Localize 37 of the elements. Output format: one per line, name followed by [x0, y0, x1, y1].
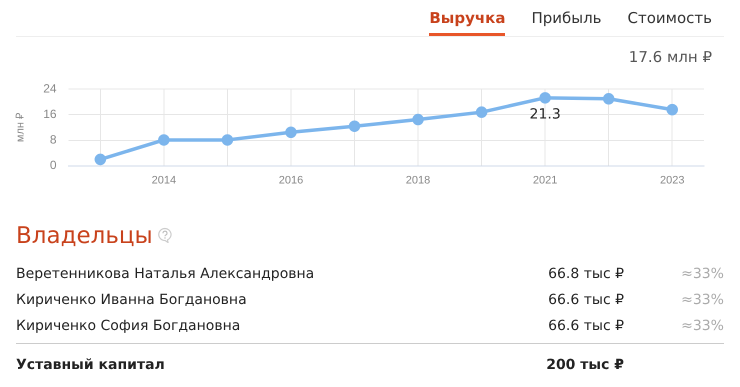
text: 66.6 тыс ₽ [548, 318, 624, 334]
point [666, 104, 678, 116]
text: 17.6 млн ₽ [628, 48, 712, 66]
point [412, 114, 424, 126]
point [285, 126, 297, 138]
point [222, 134, 234, 146]
text: Выручка [429, 9, 506, 36]
text: Владельцы [16, 223, 153, 249]
x-tick-label: 2014 [152, 174, 176, 186]
text: ≈33% [681, 292, 724, 308]
text: Кириченко Иванна Богдановна [16, 292, 247, 308]
text: ≈33% [681, 318, 724, 334]
text: Прибыль [531, 9, 602, 29]
y-tick-label: 0 [50, 158, 57, 172]
point [158, 134, 170, 146]
point [348, 120, 360, 132]
text: 66.8 тыс ₽ [548, 266, 624, 282]
y-tick-label: 8 [50, 132, 57, 147]
x-tick-label: 2023 [660, 174, 684, 186]
text: Веретенникова Наталья Александровна [16, 266, 314, 282]
point [539, 92, 551, 104]
x-tick-label: 2021 [532, 174, 558, 186]
text: Уставный капитал [16, 357, 165, 373]
text: Кириченко София Богдановна [16, 318, 240, 334]
text: ≈33% [681, 266, 724, 282]
y-tick-label: 16 [43, 107, 57, 122]
y-axis-title: млн ₽ [14, 112, 27, 142]
x-tick-label: 2018 [406, 174, 430, 186]
point [476, 106, 488, 118]
x-tick-label: 2016 [278, 174, 304, 186]
point [602, 93, 614, 105]
text: Стоимость [628, 9, 712, 29]
text: 66.6 тыс ₽ [548, 292, 624, 308]
text: 200 тыс ₽ [546, 357, 624, 373]
point [94, 154, 106, 166]
annotation: 21.3 [530, 106, 561, 122]
y-tick-label: 24 [43, 82, 57, 96]
